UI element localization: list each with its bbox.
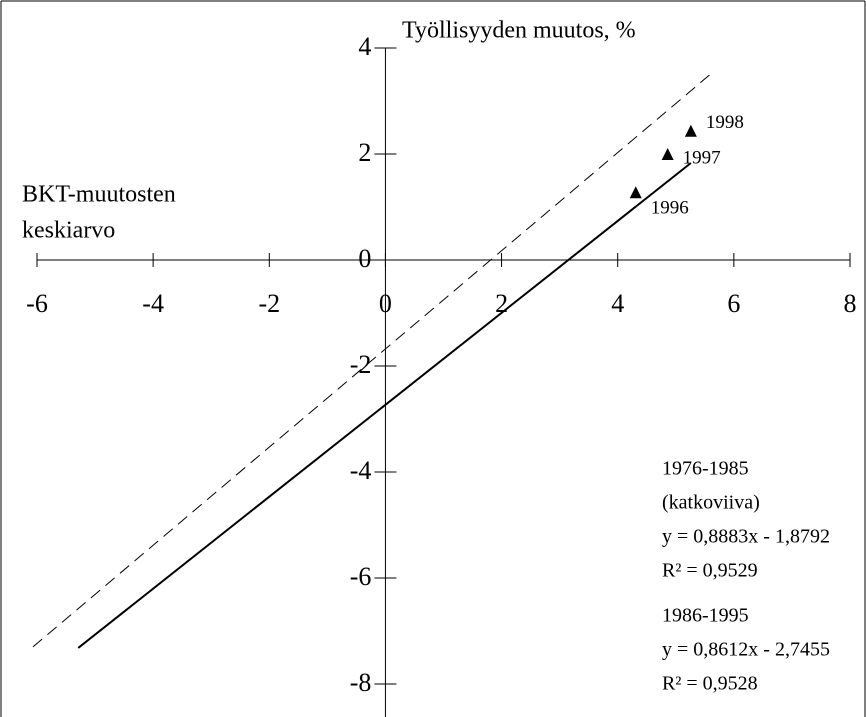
annotation: R² = 0,9529: [662, 560, 758, 582]
x-tick-label: 8: [844, 289, 857, 318]
x-tick-label: -4: [142, 289, 164, 318]
regression-line: [32, 74, 710, 648]
x-tick-label: -6: [26, 289, 48, 318]
x-axis-label: BKT-muutosten: [22, 182, 176, 208]
x-axis-label: keskiarvo: [22, 218, 115, 244]
x-tick-label: 0: [379, 289, 392, 318]
annotation: y = 0,8612x - 2,7455: [662, 639, 830, 661]
annotation: R² = 0,9528: [662, 673, 758, 695]
point: [684, 124, 697, 137]
point-label: 1996: [651, 198, 689, 219]
y-tick-label: 4: [358, 32, 371, 61]
point-label: 1998: [706, 112, 744, 133]
y-tick-label: -2: [350, 350, 372, 379]
x-tick-label: 4: [611, 289, 624, 318]
y-tick-label: -8: [350, 668, 372, 697]
point-label: 1997: [683, 147, 721, 168]
y-tick-label: 2: [358, 138, 371, 167]
x-tick-label: 6: [727, 289, 740, 318]
y-tick-label: 0: [358, 244, 371, 273]
point: [629, 186, 642, 199]
y-tick-label: -4: [350, 456, 372, 485]
y-tick-label: -6: [350, 562, 372, 591]
point: [661, 148, 674, 161]
annotation: 1976-1985: [662, 458, 749, 480]
annotation: y = 0,8883x - 1,8792: [662, 526, 830, 548]
regression-line: [77, 162, 692, 649]
annotation: (katkoviiva): [662, 492, 760, 514]
annotation: 1986-1995: [662, 605, 749, 627]
chart-title: Työllisyyden muutos, %: [402, 18, 636, 44]
x-tick-label: -2: [258, 289, 280, 318]
